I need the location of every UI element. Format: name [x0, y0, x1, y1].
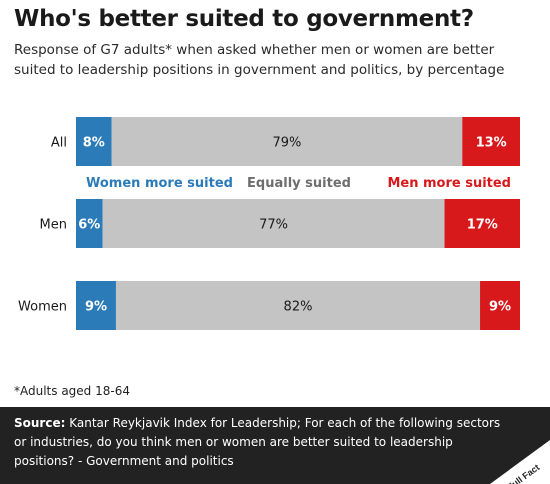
bar-segment — [76, 117, 112, 166]
source-body: Kantar Reykjavik Index for Leadership; F… — [14, 416, 501, 468]
stacked-bar-chart: All 8% 79% 13% Men 6% 77% 17% Women 9% 82% 9% Women … — [18, 117, 520, 330]
chart-subtitle: Response of G7 adults* when asked whethe… — [14, 42, 505, 78]
source-bar: Source: Kantar Reykjavik Index for Leade… — [0, 407, 550, 484]
legend-entry: Women more suited — [86, 176, 233, 191]
bar-segment — [480, 281, 520, 330]
footnote: *Adults aged 18-64 — [14, 384, 130, 398]
bar-segment — [111, 117, 463, 166]
bar-segment — [444, 199, 520, 248]
data-label: 13% — [476, 136, 507, 151]
legend-entry: Equally suited — [247, 176, 351, 191]
category-label: Men — [40, 218, 67, 233]
data-label: 79% — [272, 136, 301, 151]
source-label: Source: — [14, 416, 66, 430]
category-label: All — [51, 136, 67, 151]
category-label: Women — [18, 300, 67, 315]
bar-segment — [76, 281, 116, 330]
bar-segment — [76, 199, 103, 248]
chart-title: Who's better suited to government? — [14, 6, 474, 32]
data-label: 9% — [85, 300, 107, 315]
data-label: 17% — [467, 218, 498, 233]
data-label: 6% — [78, 218, 100, 233]
bar-segment — [462, 117, 520, 166]
data-label: 8% — [83, 136, 105, 151]
legend-entry: Men more suited — [387, 176, 511, 191]
bar-segment — [102, 199, 445, 248]
data-label: 9% — [489, 300, 511, 315]
data-label: 77% — [259, 218, 288, 233]
bar-segment — [115, 281, 481, 330]
full-fact-logo: Full Fact — [490, 440, 550, 484]
source-text: Source: Kantar Reykjavik Index for Leade… — [14, 414, 514, 471]
data-label: 82% — [284, 300, 313, 315]
